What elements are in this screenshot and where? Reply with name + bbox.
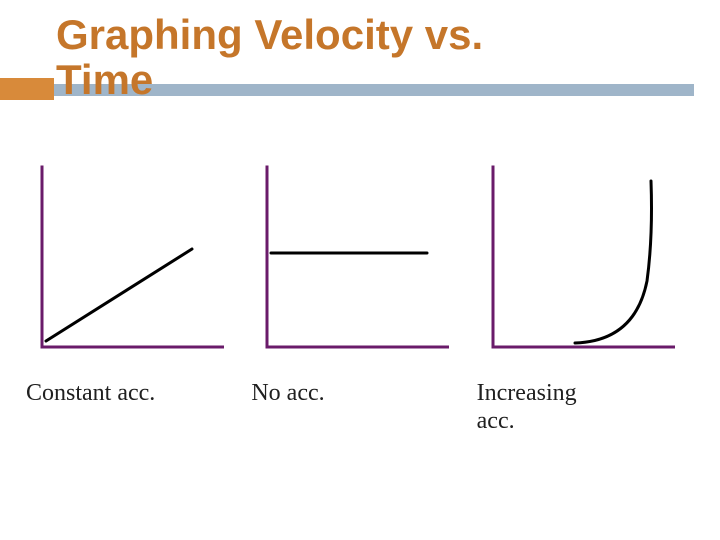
caption-noacc: No acc. bbox=[249, 379, 324, 407]
graph-increasing-acc: Increasingacc. bbox=[475, 157, 688, 436]
caption-constant: Constant acc. bbox=[24, 379, 155, 407]
graph-svg-increasing bbox=[475, 157, 675, 357]
title-line-1: Graphing Velocity vs. bbox=[56, 11, 483, 58]
page-title: Graphing Velocity vs. Time bbox=[0, 12, 720, 103]
header: Graphing Velocity vs. Time bbox=[0, 0, 720, 109]
graph-constant-acc: Constant acc. bbox=[24, 157, 237, 436]
caption-increasing: Increasingacc. bbox=[475, 379, 577, 436]
graph-svg-noacc bbox=[249, 157, 449, 357]
graphs-row: Constant acc. No acc. Increasingacc. bbox=[0, 109, 720, 436]
graph-no-acc: No acc. bbox=[249, 157, 462, 436]
title-line-2: Time bbox=[56, 56, 153, 103]
graph-svg-constant bbox=[24, 157, 224, 357]
